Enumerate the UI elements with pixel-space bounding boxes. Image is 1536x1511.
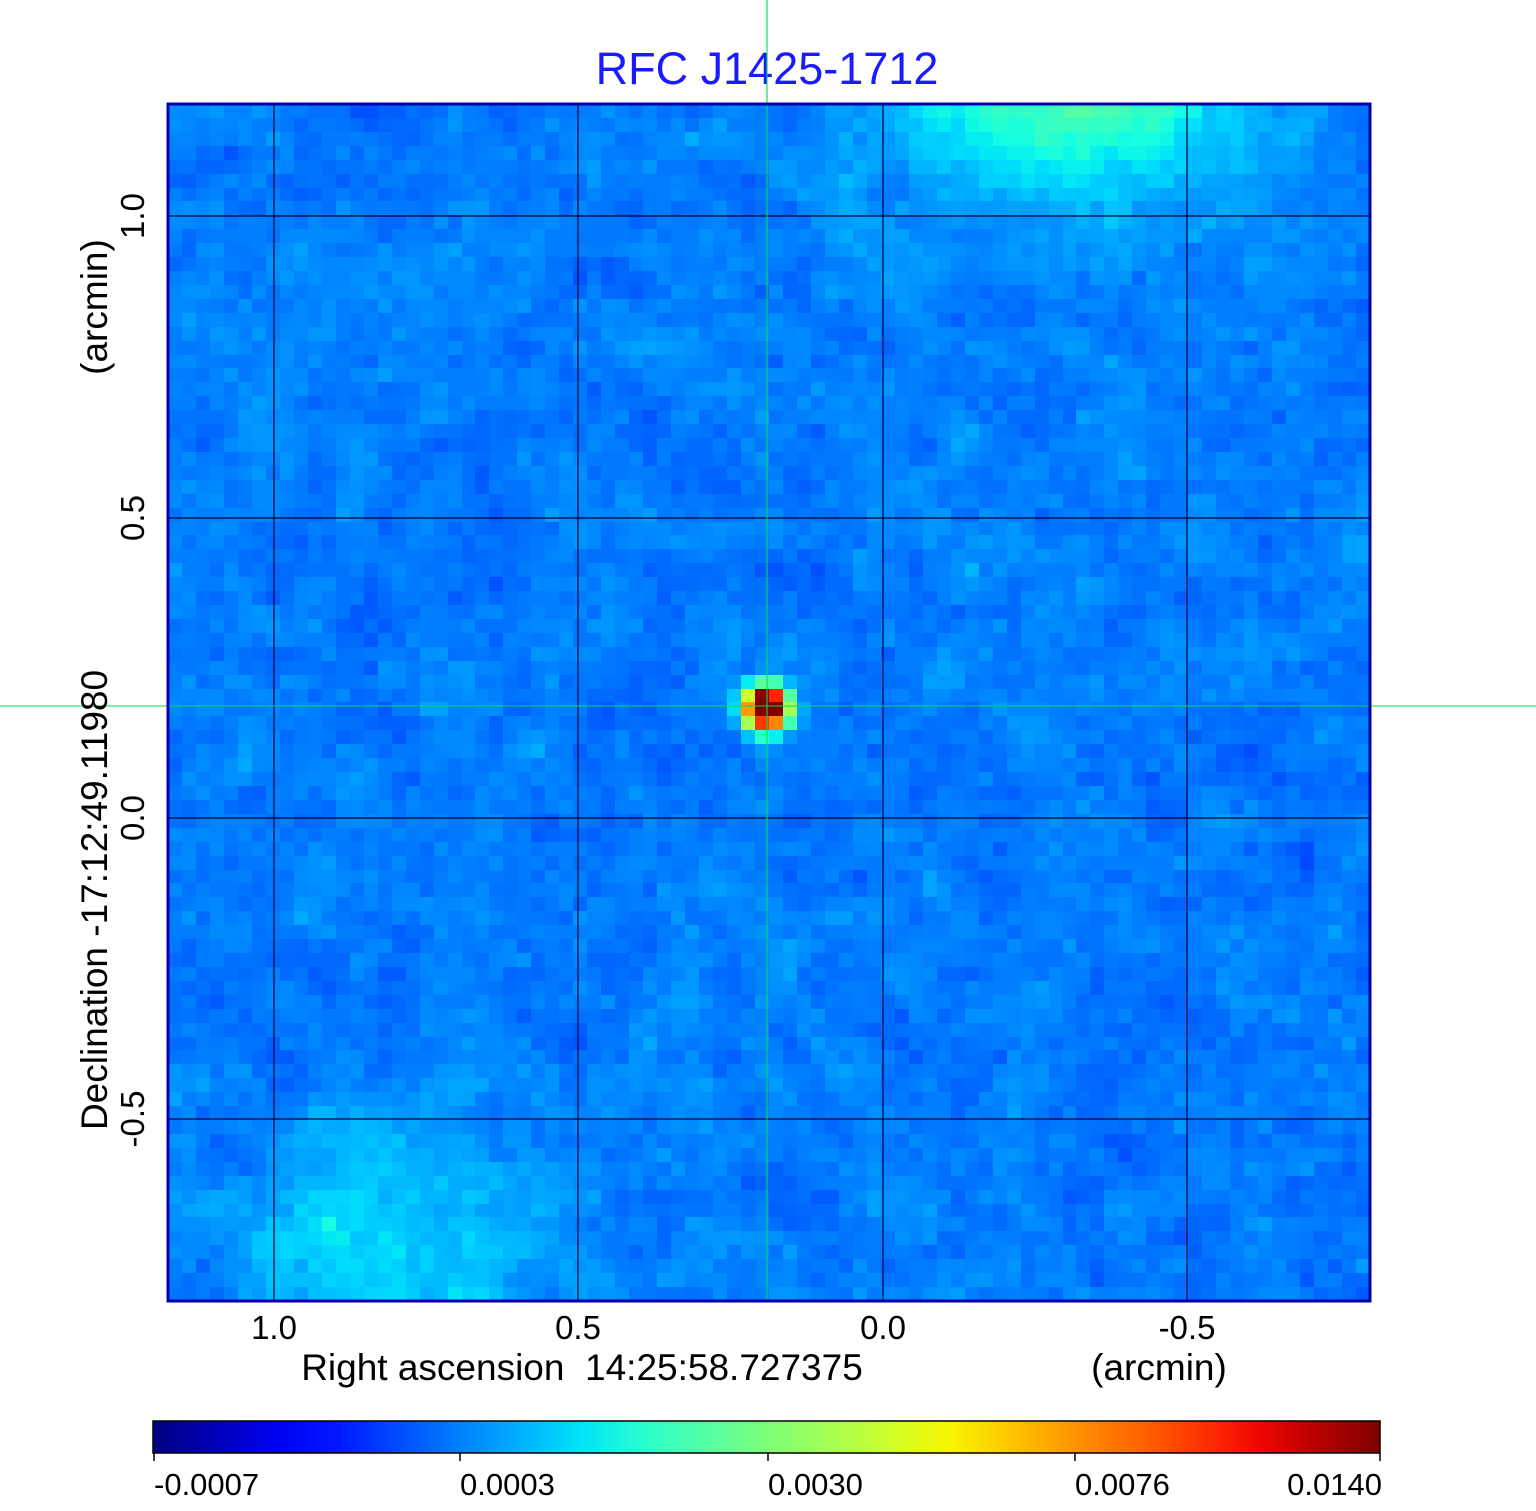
svg-text:Declination -17:12:49.11980: Declination -17:12:49.11980	[74, 670, 115, 1130]
svg-text:0.5: 0.5	[555, 1309, 601, 1346]
svg-text:(arcmin): (arcmin)	[74, 239, 115, 375]
svg-text:0.0030: 0.0030	[768, 1467, 863, 1502]
svg-text:0.0003: 0.0003	[460, 1467, 555, 1502]
svg-text:Right ascension 14:25:58.7273: Right ascension 14:25:58.727375	[301, 1347, 863, 1388]
svg-text:1.0: 1.0	[251, 1309, 297, 1346]
svg-text:0.0076: 0.0076	[1075, 1467, 1170, 1502]
svg-text:-0.5: -0.5	[1159, 1309, 1216, 1346]
svg-text:-0.0007: -0.0007	[154, 1467, 259, 1502]
svg-text:0.0: 0.0	[114, 795, 151, 841]
svg-text:0.0: 0.0	[860, 1309, 906, 1346]
svg-text:1.0: 1.0	[114, 193, 151, 239]
svg-text:(arcmin): (arcmin)	[1091, 1347, 1227, 1388]
svg-text:-0.5: -0.5	[114, 1091, 151, 1148]
svg-text:0.5: 0.5	[114, 495, 151, 541]
svg-text:0.0140: 0.0140	[1287, 1467, 1382, 1502]
